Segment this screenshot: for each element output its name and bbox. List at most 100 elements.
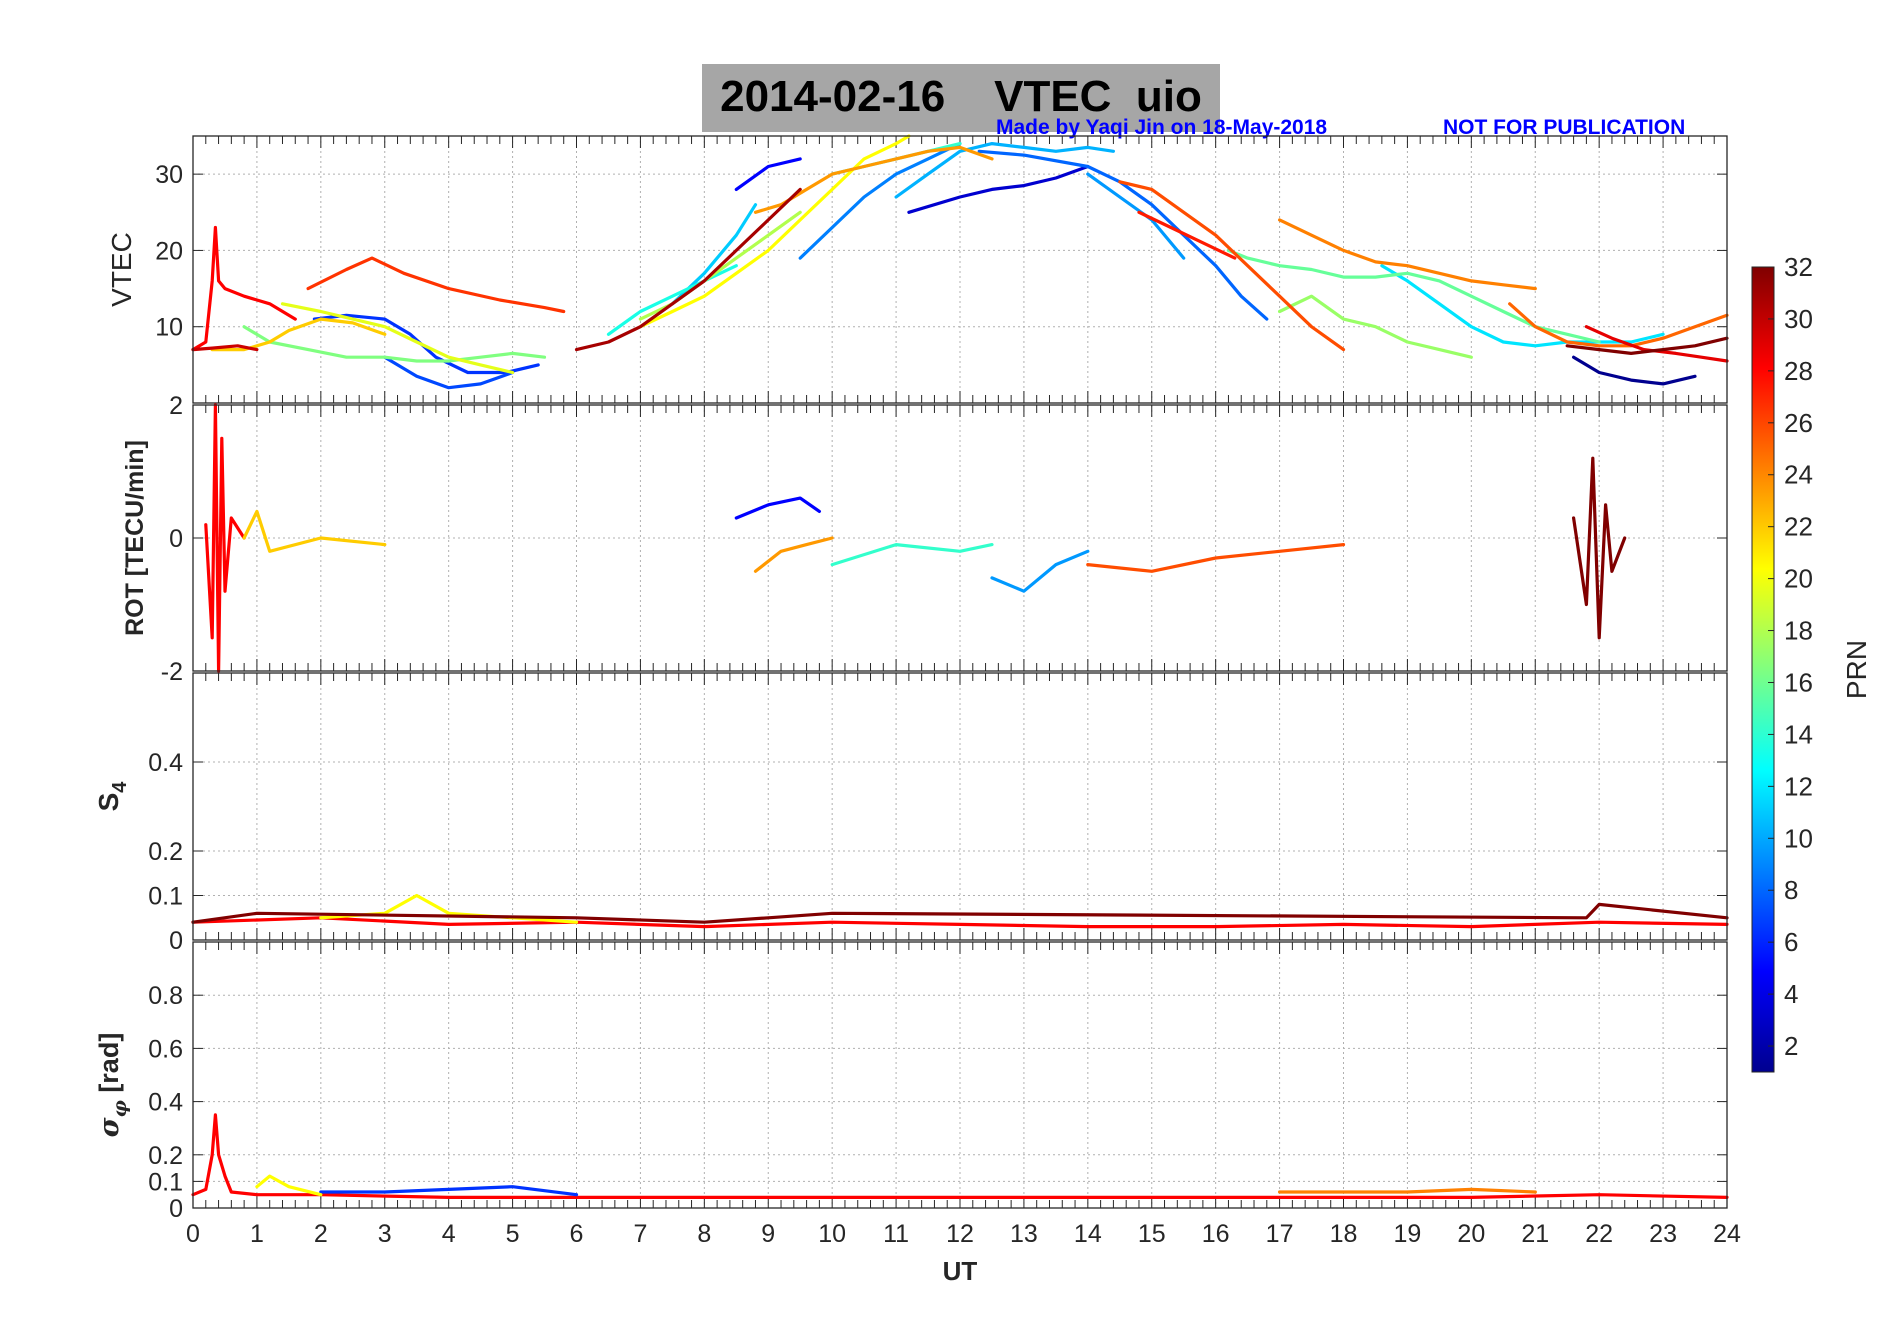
series-prn-2 (907, 164, 1090, 214)
series-prn-27 (1137, 210, 1237, 260)
series-prn-1 (1571, 355, 1697, 386)
panel-frame (192, 135, 1728, 404)
series-prn-10 (894, 142, 1116, 199)
series-prn-30 (191, 344, 259, 352)
colorbar-tick-label: 4 (1784, 979, 1798, 1009)
colorbar-tick-label: 12 (1784, 771, 1813, 801)
panel-frame (192, 672, 1728, 941)
series-prn-23 (1277, 218, 1537, 291)
x-axis-label: UT (943, 1256, 978, 1286)
colorbar-tick-label: 32 (1784, 252, 1813, 282)
series-prn-15 (1226, 248, 1601, 344)
series-prn-14 (830, 542, 994, 567)
series-prn-28 (204, 403, 246, 673)
series-prn-28 (191, 916, 1729, 929)
x-tick-label: 19 (1394, 1220, 1422, 1248)
y-tick-label: 0.2 (148, 838, 183, 866)
colorbar-tick-label: 28 (1784, 356, 1813, 386)
series-prn-25 (1118, 180, 1346, 352)
series-prn-25 (1086, 542, 1346, 573)
y-tick-label: 0.1 (148, 1168, 183, 1196)
x-tick-label: 13 (1010, 1220, 1038, 1248)
y-axis-label: S4 (93, 781, 131, 812)
x-tick-label: 8 (697, 1220, 711, 1248)
colorbar-tick-label: 30 (1784, 304, 1813, 334)
colorbar-gradient (1751, 266, 1775, 1073)
panel-rot: -2 0 2 ROT [TECU/min] (121, 392, 1728, 686)
series-prn-22 (753, 536, 834, 573)
series-prn-9 (1086, 172, 1186, 260)
colorbar-tick-label: 6 (1784, 927, 1798, 957)
series-prn-21 (210, 317, 387, 352)
colorbar-label: PRN (1841, 640, 1872, 699)
x-tick-label: 12 (946, 1220, 974, 1248)
x-tick-label: 2 (314, 1220, 328, 1248)
colorbar-tick-label: 18 (1784, 616, 1813, 646)
y-tick-label: -2 (161, 658, 183, 686)
y-axis-label: VTEC (106, 232, 137, 307)
y-tick-label: 0.6 (148, 1035, 183, 1063)
series-prn-7 (977, 149, 1269, 321)
colorbar-tick-label: 16 (1784, 667, 1813, 697)
title-box (702, 64, 1220, 132)
colorbar-tick-label: 10 (1784, 823, 1813, 853)
x-tick-label: 22 (1585, 1220, 1613, 1248)
x-tick-label: 9 (761, 1220, 775, 1248)
series-prn-20 (638, 134, 911, 329)
x-tick-label: 24 (1713, 1220, 1741, 1248)
y-tick-label: 0 (169, 927, 183, 955)
x-tick-label: 16 (1202, 1220, 1230, 1248)
series-prn-5 (319, 1185, 579, 1197)
series-prn-3 (734, 496, 822, 520)
y-tick-label: 0 (169, 1195, 183, 1223)
colorbar-tick-label: 2 (1784, 1031, 1798, 1061)
series-prn-32 (191, 902, 1729, 924)
series-prn-24 (1508, 302, 1729, 348)
y-tick-label: 0.8 (148, 982, 183, 1010)
series-prn-17 (1277, 294, 1473, 359)
x-tick-label: 10 (818, 1220, 846, 1248)
y-tick-label: 2 (169, 392, 183, 420)
title-quantity: VTEC (994, 72, 1112, 121)
x-tick-label: 17 (1266, 1220, 1294, 1248)
panel-sigma_phi: 00.10.20.40.60.8σφ [rad]0 1 2 3 4 5 6 7 8 9 10 11 12… (94, 941, 1741, 1286)
y-tick-label: 0.1 (148, 883, 183, 911)
figure-title: 2014-02-16 VTEC uio (702, 72, 1220, 122)
colorbar-tick-label: 24 (1784, 460, 1813, 490)
x-tick-label: 7 (633, 1220, 647, 1248)
y-tick-label: 30 (155, 161, 183, 189)
y-tick-label: 0.4 (148, 1089, 183, 1117)
y-tick-label: 0.2 (148, 1142, 183, 1170)
series-prn-28 (191, 1113, 1729, 1200)
series-prn-19 (280, 302, 515, 375)
x-tick-label: 3 (378, 1220, 392, 1248)
x-tick-label: 15 (1138, 1220, 1166, 1248)
series-prn-32 (1571, 456, 1627, 640)
title-station: uio (1135, 72, 1202, 121)
series-prn-12 (1380, 264, 1665, 348)
x-tick-label: 20 (1457, 1220, 1485, 1248)
y-axis-label: σφ [rad] (94, 1033, 131, 1138)
colorbar-tick-label: 20 (1784, 564, 1813, 594)
panel-s4: 0 0.1 0.2 0.4 S4 (93, 672, 1729, 955)
series-prn-8 (798, 142, 962, 260)
series-prn-13 (606, 264, 738, 336)
series-prn-28 (191, 225, 297, 352)
series-prn-9 (990, 549, 1090, 593)
y-tick-label: 0.4 (148, 749, 183, 777)
colorbar-tick-label: 22 (1784, 512, 1813, 542)
y-tick-label: 20 (155, 237, 183, 265)
series-prn-23 (1277, 1187, 1537, 1194)
x-tick-label: 0 (186, 1220, 200, 1248)
notice-text: NOT FOR PUBLICATION (1443, 116, 1686, 139)
y-tick-label: 0 (169, 525, 183, 553)
title-date: 2014-02-16 (720, 72, 946, 121)
x-tick-label: 11 (883, 1220, 909, 1248)
panel-frame (192, 941, 1728, 1209)
series-prn-16 (242, 325, 547, 363)
x-tick-label: 6 (570, 1220, 584, 1248)
series-prn-26 (306, 256, 566, 314)
y-tick-label: 10 (155, 314, 183, 342)
